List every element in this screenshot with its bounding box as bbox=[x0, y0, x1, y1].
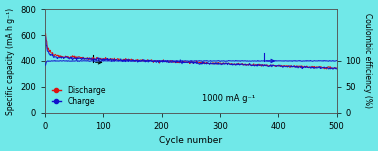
Y-axis label: Coulombic efficiency (%): Coulombic efficiency (%) bbox=[363, 13, 372, 108]
Text: 1000 mA g⁻¹: 1000 mA g⁻¹ bbox=[203, 93, 256, 103]
X-axis label: Cycle number: Cycle number bbox=[159, 137, 222, 145]
Y-axis label: Specific capacity (mA h g⁻¹): Specific capacity (mA h g⁻¹) bbox=[6, 7, 15, 114]
Legend: Discharge, Charge: Discharge, Charge bbox=[49, 83, 109, 109]
